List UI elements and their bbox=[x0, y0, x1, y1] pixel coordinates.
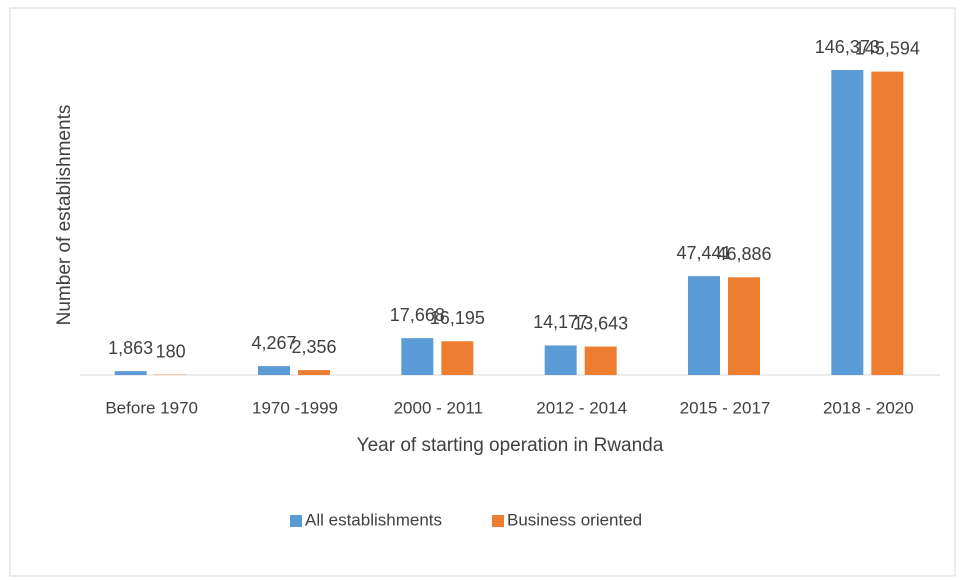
data-label: 47,441 bbox=[676, 243, 731, 263]
bar bbox=[831, 70, 864, 375]
data-label: 46,886 bbox=[716, 244, 771, 264]
legend-swatch bbox=[492, 515, 504, 527]
bar bbox=[728, 277, 760, 375]
data-label: 13,643 bbox=[573, 313, 628, 333]
data-label: 1,863 bbox=[108, 338, 153, 358]
data-label: 17,668 bbox=[390, 305, 445, 325]
data-label: 145,594 bbox=[855, 38, 920, 58]
data-label: 2,356 bbox=[291, 337, 336, 357]
legend-swatch bbox=[290, 515, 302, 527]
bar bbox=[298, 370, 330, 375]
bar bbox=[688, 276, 720, 375]
bar bbox=[544, 345, 577, 375]
bar bbox=[114, 371, 147, 375]
bar bbox=[401, 338, 434, 375]
legend-label: All establishments bbox=[305, 510, 442, 529]
bar bbox=[441, 341, 474, 375]
data-label: 16,195 bbox=[430, 308, 485, 328]
x-axis-title: Year of starting operation in Rwanda bbox=[357, 435, 664, 456]
data-label: 146,373 bbox=[815, 37, 880, 57]
y-axis-title: Number of establishments bbox=[54, 105, 75, 326]
legend-label: Business oriented bbox=[507, 510, 642, 529]
x-tick-label: 1970 -1999 bbox=[252, 398, 338, 417]
bar bbox=[871, 71, 904, 375]
data-label: 180 bbox=[156, 341, 186, 361]
x-tick-label: 2018 - 2020 bbox=[823, 398, 914, 417]
bar bbox=[584, 346, 617, 375]
bar bbox=[258, 366, 290, 375]
x-tick-label: Before 1970 bbox=[105, 398, 198, 417]
x-tick-label: 2000 - 2011 bbox=[394, 398, 483, 417]
x-tick-label: 2015 - 2017 bbox=[680, 398, 771, 417]
data-label: 14,177 bbox=[533, 312, 588, 332]
data-label: 4,267 bbox=[251, 333, 296, 353]
x-tick-label: 2012 - 2014 bbox=[536, 398, 627, 417]
chart-border bbox=[9, 7, 956, 577]
